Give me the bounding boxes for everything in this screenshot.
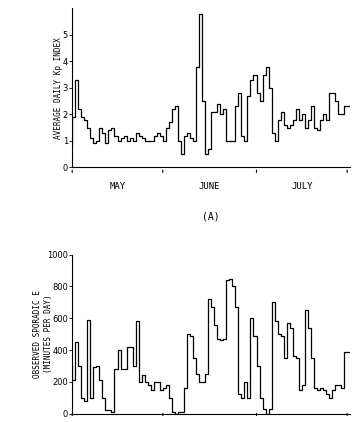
Text: JUNE: JUNE <box>199 182 221 191</box>
Text: MAY: MAY <box>109 182 126 191</box>
Y-axis label: AVERAGE DAILY Kp INDEX: AVERAGE DAILY Kp INDEX <box>54 37 63 139</box>
Text: JULY: JULY <box>291 182 313 191</box>
Y-axis label: OBSERVED SPORADIC E
(MINUTES PER DAY): OBSERVED SPORADIC E (MINUTES PER DAY) <box>33 290 53 378</box>
Text: (A): (A) <box>203 212 220 222</box>
